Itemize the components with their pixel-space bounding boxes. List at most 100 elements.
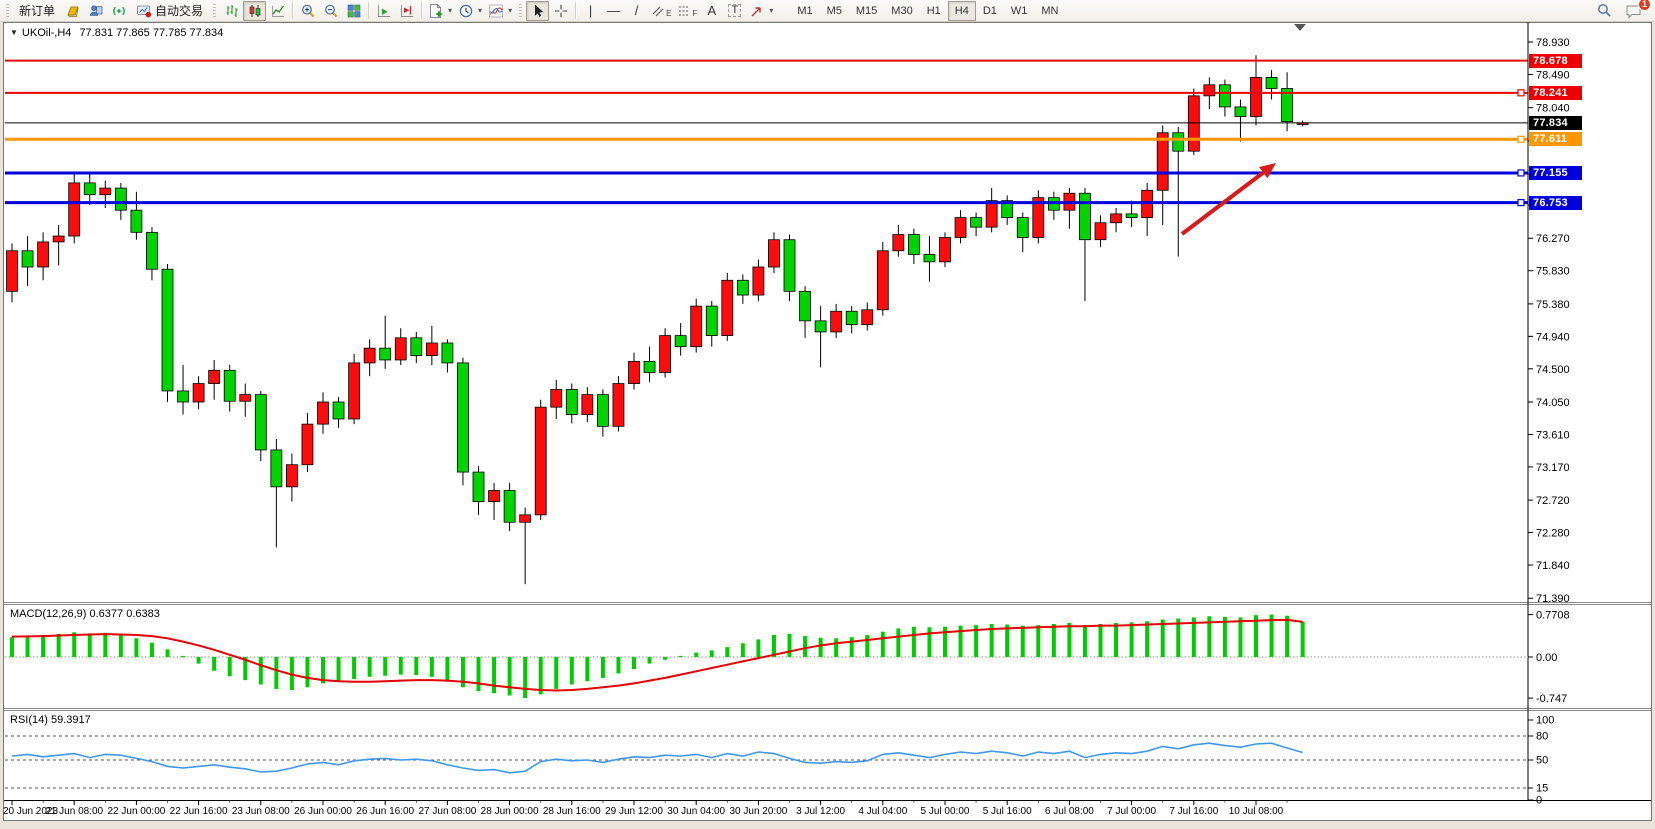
- timeframe-W1[interactable]: W1: [1010, 4, 1028, 17]
- candle-body: [161, 268, 174, 392]
- price-badge-77.611: 77.611: [1529, 132, 1582, 147]
- equidistant-channel-tool-button[interactable]: E: [648, 1, 674, 21]
- candle-body: [1125, 213, 1138, 218]
- bar-chart-mode-button[interactable]: [220, 1, 243, 21]
- date-tick-label: 23 Jun 08:00: [232, 806, 290, 817]
- price-badge-76.753: 76.753: [1529, 195, 1582, 210]
- auto-trading-button[interactable]: 自动交易: [130, 1, 209, 21]
- price-tick-label: 76.270: [1536, 233, 1570, 245]
- vertical-line-tool-button[interactable]: |: [579, 1, 602, 21]
- candle-body: [99, 187, 112, 196]
- trader-profile-icon: [88, 3, 104, 19]
- candle-body: [892, 234, 905, 252]
- date-tick-label: 10 Jul 08:00: [1229, 806, 1284, 817]
- timeframe-M5[interactable]: M5: [826, 4, 842, 17]
- price-tick-label: 74.500: [1536, 364, 1570, 376]
- indicators-icon: [488, 3, 504, 19]
- timeframe-MN[interactable]: MN: [1041, 4, 1059, 17]
- candle-body: [472, 471, 485, 502]
- text-label-icon: T: [728, 4, 742, 17]
- candle-body: [1079, 192, 1091, 241]
- tile-windows-button[interactable]: [342, 1, 365, 21]
- date-tick-label: 7 Jul 00:00: [1107, 806, 1156, 817]
- timeframe-M30[interactable]: M30: [891, 4, 913, 17]
- timeframe-M1[interactable]: M1: [797, 4, 813, 17]
- price-tick-label: 78.930: [1536, 37, 1570, 49]
- text-tool-button[interactable]: A: [700, 1, 723, 21]
- candle-body: [519, 514, 532, 523]
- toolbar-grip[interactable]: [519, 3, 523, 18]
- price-tick-label: 78.490: [1536, 69, 1570, 81]
- date-tick-label: 20 Jun 2023: [3, 806, 58, 817]
- candle-body: [488, 490, 500, 502]
- text-label-tool-button[interactable]: T: [723, 1, 746, 21]
- line-chart-mode-button[interactable]: [266, 1, 289, 21]
- candle-body: [565, 389, 578, 415]
- zoom-in-button[interactable]: [296, 1, 319, 21]
- candle-body: [581, 394, 594, 415]
- zoom-out-button[interactable]: [319, 1, 342, 21]
- toolbar-grip[interactable]: [6, 3, 9, 18]
- price-tick-label: 71.390: [1536, 593, 1570, 605]
- signals-button[interactable]: [107, 1, 130, 21]
- auto-scroll-button[interactable]: [372, 1, 395, 21]
- auto-trading-label: 自动交易: [155, 4, 204, 18]
- candle-body: [425, 342, 438, 356]
- toolbar-grip[interactable]: [213, 3, 217, 18]
- hline-handle: [1517, 135, 1525, 143]
- candle-body: [285, 464, 298, 488]
- candle-body: [1001, 200, 1014, 218]
- chart-shift-button[interactable]: [395, 1, 418, 21]
- date-tick-label: 28 Jun 00:00: [481, 806, 539, 817]
- candle-body: [146, 231, 158, 270]
- candle-body: [332, 401, 345, 420]
- date-tick-label: 29 Jun 12:00: [605, 806, 663, 817]
- fibonacci-icon: [677, 3, 691, 19]
- candle-body: [845, 310, 858, 325]
- timeframe-H1[interactable]: H1: [926, 4, 941, 17]
- period-button[interactable]: ▾: [455, 1, 485, 21]
- timeframe-H4[interactable]: H4: [947, 0, 976, 21]
- journal-button[interactable]: [61, 1, 84, 21]
- chart-dropdown-icon[interactable]: ▼: [10, 28, 18, 37]
- candle-body: [1265, 77, 1278, 89]
- chart-header[interactable]: ▼ UKOil-,H4 77.831 77.865 77.785 77.834: [10, 27, 223, 39]
- candle-body: [830, 310, 843, 333]
- candle-body: [814, 320, 827, 333]
- horizontal-line-objects[interactable]: [5, 59, 1528, 207]
- fibonacci-tool-button[interactable]: F: [674, 1, 700, 21]
- timeframe-D1[interactable]: D1: [982, 4, 997, 17]
- crosshair-tool-button[interactable]: [549, 1, 572, 21]
- rsi-tick-label: 15: [1536, 783, 1548, 795]
- candle-body: [21, 250, 34, 268]
- date-tick-label: 27 Jun 08:00: [418, 806, 476, 817]
- price-badge-77.155: 77.155: [1529, 165, 1582, 180]
- notifications-button[interactable]: 1: [1622, 0, 1651, 21]
- candle-body: [223, 369, 236, 402]
- candle-body: [270, 449, 283, 488]
- candlestick-mode-button[interactable]: [243, 0, 267, 21]
- horizontal-line-tool-button[interactable]: —: [602, 1, 625, 21]
- new-order-button[interactable]: 新订单: [13, 1, 61, 21]
- price-badge-77.834: 77.834: [1529, 115, 1582, 130]
- notification-count-badge: 1: [1638, 0, 1651, 11]
- candle-body: [114, 187, 127, 211]
- arrows-tool-button[interactable]: ▾: [746, 1, 776, 21]
- candle-body: [457, 362, 469, 473]
- timeframe-M15[interactable]: M15: [855, 4, 878, 17]
- cursor-tool-button[interactable]: [526, 0, 550, 21]
- candle-body: [550, 389, 563, 408]
- trend-arrow-annotation[interactable]: [1180, 163, 1276, 236]
- search-button[interactable]: [1593, 1, 1616, 21]
- journal-icon: [65, 3, 81, 19]
- trendline-tool-button[interactable]: /: [625, 1, 648, 21]
- chart-shift-marker[interactable]: [1294, 24, 1306, 31]
- new-chart-button[interactable]: ▾: [425, 1, 455, 21]
- price-tick-label: 74.940: [1536, 331, 1570, 343]
- price-tick-label: 75.380: [1536, 299, 1570, 311]
- date-tick-label: 5 Jul 16:00: [983, 806, 1032, 817]
- indicators-button[interactable]: ▾: [485, 1, 515, 21]
- market-watch-button[interactable]: [84, 1, 107, 21]
